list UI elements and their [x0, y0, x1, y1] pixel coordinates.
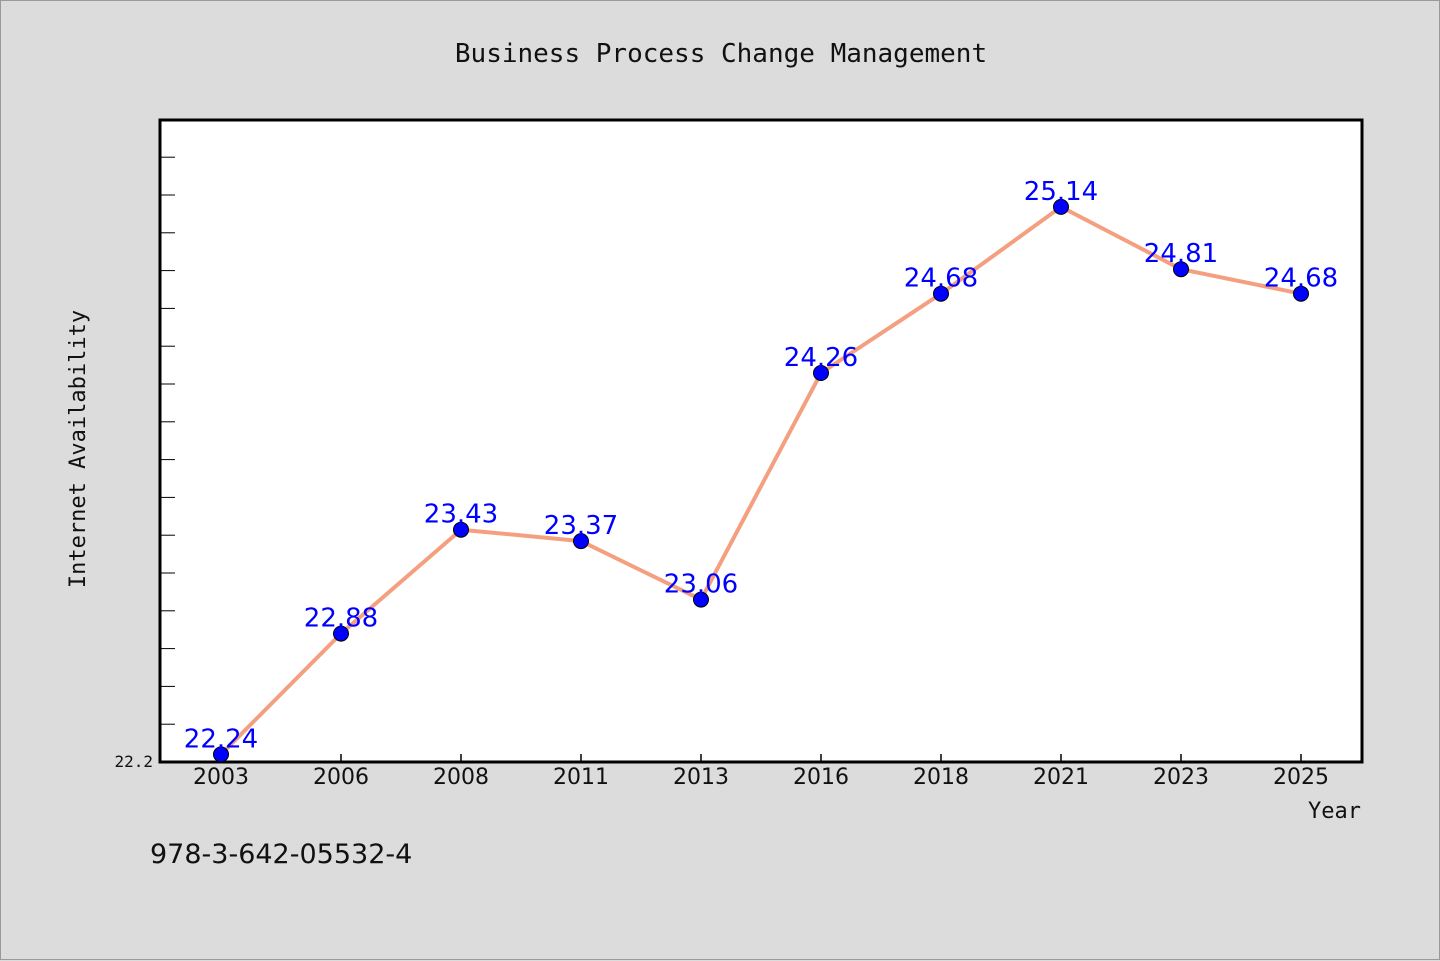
data-point-marker: [933, 285, 949, 302]
data-label: 24.68: [904, 264, 978, 294]
x-tick-label: 2025: [1273, 765, 1329, 790]
data-point-marker: [573, 533, 589, 550]
plot-area: [158, 118, 1364, 764]
data-point-marker: [453, 521, 469, 538]
x-tick-label: 2016: [793, 765, 849, 790]
x-tick-label: 2021: [1033, 765, 1089, 790]
footnote-isbn: 978-3-642-05532-4: [150, 839, 412, 870]
data-label: 23.43: [424, 500, 498, 530]
x-tick-labels: 2003 2006 2008 2011 2013 2016 2018 2021 2023 2025: [193, 765, 1329, 790]
data-point-marker: [693, 591, 709, 608]
y-tick-label: 22.2: [114, 752, 153, 771]
data-label: 25.14: [1024, 177, 1098, 207]
data-label: 22.88: [304, 604, 378, 634]
x-tick-label: 2023: [1153, 765, 1209, 790]
data-point-marker: [1173, 261, 1189, 278]
series-line: [219, 204, 1303, 757]
data-point-marker: [813, 365, 829, 381]
y-axis-minor-ticks: [160, 156, 175, 725]
data-point-marker: [333, 625, 349, 642]
data-label: 22.24: [184, 724, 258, 754]
data-label: 24.68: [1264, 264, 1338, 294]
x-tick-label: 2003: [193, 765, 249, 790]
data-labels: 22.24 22.88 23.43 23.37 23.06 24.26 24.68 25.14…: [184, 177, 1338, 755]
chart-title: Business Process Change Management: [455, 39, 987, 69]
data-label: 23.37: [544, 511, 618, 541]
x-tick-label: 2008: [433, 765, 489, 790]
data-point-marker: [1293, 285, 1309, 302]
x-tick-label: 2018: [913, 765, 969, 790]
y-axis-title: Internet Availability: [66, 310, 91, 588]
data-label: 24.26: [784, 343, 858, 373]
x-axis-title: Year: [1308, 799, 1361, 824]
data-label: 24.81: [1144, 239, 1218, 269]
series-markers: [213, 198, 1309, 763]
data-label: 23.06: [664, 570, 738, 600]
data-point-marker: [213, 746, 229, 763]
x-tick-label: 2013: [673, 765, 729, 790]
x-tick-label: 2011: [553, 765, 609, 790]
x-tick-label: 2006: [313, 765, 369, 790]
data-point-marker: [1053, 198, 1069, 215]
